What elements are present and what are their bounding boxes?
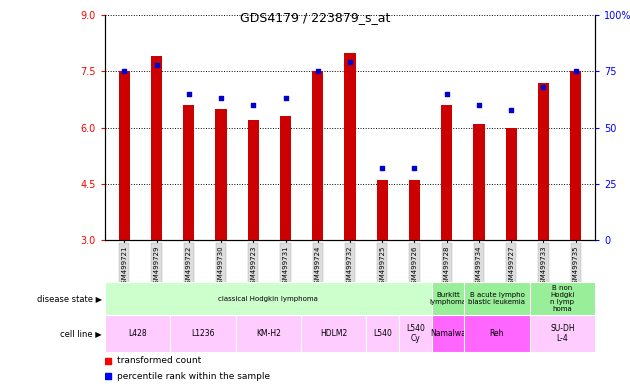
Point [248, 102, 258, 108]
Text: L540: L540 [373, 329, 392, 338]
Text: transformed count: transformed count [117, 356, 201, 365]
Point [312, 68, 323, 74]
Text: HDLM2: HDLM2 [320, 329, 347, 338]
Text: L540
Cy: L540 Cy [406, 324, 425, 343]
Text: classical Hodgkin lymphoma: classical Hodgkin lymphoma [219, 296, 318, 301]
Point [442, 91, 452, 97]
Bar [118, 71, 130, 240]
Bar [345, 53, 356, 240]
Text: SU-DH
L-4: SU-DH L-4 [550, 324, 575, 343]
Point [410, 165, 420, 171]
Point [152, 61, 162, 68]
Bar [570, 71, 581, 240]
Bar [473, 124, 484, 240]
Text: L1236: L1236 [192, 329, 215, 338]
Point [474, 102, 484, 108]
Text: Namalwa: Namalwa [430, 329, 466, 338]
Bar [441, 105, 452, 240]
Bar [312, 71, 323, 240]
Bar [280, 116, 291, 240]
Point [216, 95, 226, 101]
Point [506, 106, 516, 113]
Bar [183, 105, 195, 240]
Text: Burkitt
lymphoma: Burkitt lymphoma [430, 292, 466, 305]
Point [273, 154, 284, 160]
Text: percentile rank within the sample: percentile rank within the sample [117, 372, 270, 381]
Point [377, 165, 387, 171]
Point [184, 91, 194, 97]
Point [119, 68, 129, 74]
Bar [151, 56, 162, 240]
Text: KM-H2: KM-H2 [256, 329, 281, 338]
Text: cell line ▶: cell line ▶ [60, 329, 102, 338]
Bar [505, 127, 517, 240]
Bar [377, 180, 388, 240]
Text: disease state ▶: disease state ▶ [37, 294, 102, 303]
Text: L428: L428 [129, 329, 147, 338]
Point [273, 295, 284, 301]
Point [280, 95, 290, 101]
Bar [248, 120, 259, 240]
Bar [538, 83, 549, 240]
Point [345, 59, 355, 65]
Text: B non
Hodgki
n lymp
homa: B non Hodgki n lymp homa [550, 285, 575, 312]
Bar [215, 109, 227, 240]
Text: B acute lympho
blastic leukemia: B acute lympho blastic leukemia [469, 292, 525, 305]
Bar [409, 180, 420, 240]
Text: Reh: Reh [490, 329, 504, 338]
Point [571, 68, 581, 74]
Point [539, 84, 549, 90]
Text: GDS4179 / 223879_s_at: GDS4179 / 223879_s_at [240, 12, 390, 25]
